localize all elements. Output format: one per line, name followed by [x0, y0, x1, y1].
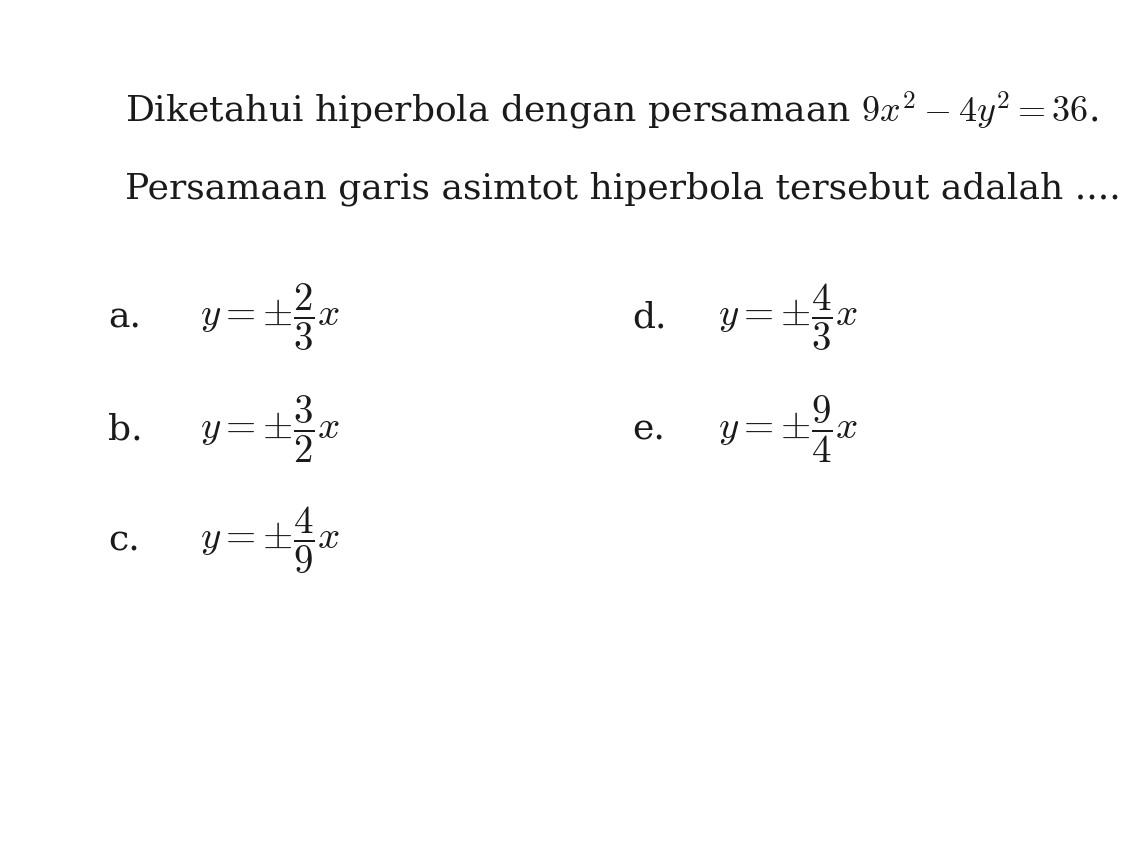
Text: Diketahui hiperbola dengan persamaan $9x^2 - 4y^2 = 36$.: Diketahui hiperbola dengan persamaan $9x… — [125, 90, 1099, 132]
Text: a.: a. — [108, 300, 141, 335]
Text: b.: b. — [108, 412, 142, 446]
Text: $y = {\pm}\dfrac{4}{3}x$: $y = {\pm}\dfrac{4}{3}x$ — [718, 282, 858, 353]
Text: d.: d. — [633, 300, 667, 335]
Text: $y = {\pm}\dfrac{4}{9}x$: $y = {\pm}\dfrac{4}{9}x$ — [200, 505, 340, 576]
Text: e.: e. — [633, 412, 666, 446]
Text: $y = {\pm}\dfrac{9}{4}x$: $y = {\pm}\dfrac{9}{4}x$ — [718, 394, 858, 464]
Text: $y = {\pm}\dfrac{3}{2}x$: $y = {\pm}\dfrac{3}{2}x$ — [200, 394, 340, 464]
Text: Persamaan garis asimtot hiperbola tersebut adalah ....: Persamaan garis asimtot hiperbola terseb… — [125, 172, 1121, 206]
Text: c.: c. — [108, 523, 140, 558]
Text: $y = {\pm}\dfrac{2}{3}x$: $y = {\pm}\dfrac{2}{3}x$ — [200, 282, 340, 353]
